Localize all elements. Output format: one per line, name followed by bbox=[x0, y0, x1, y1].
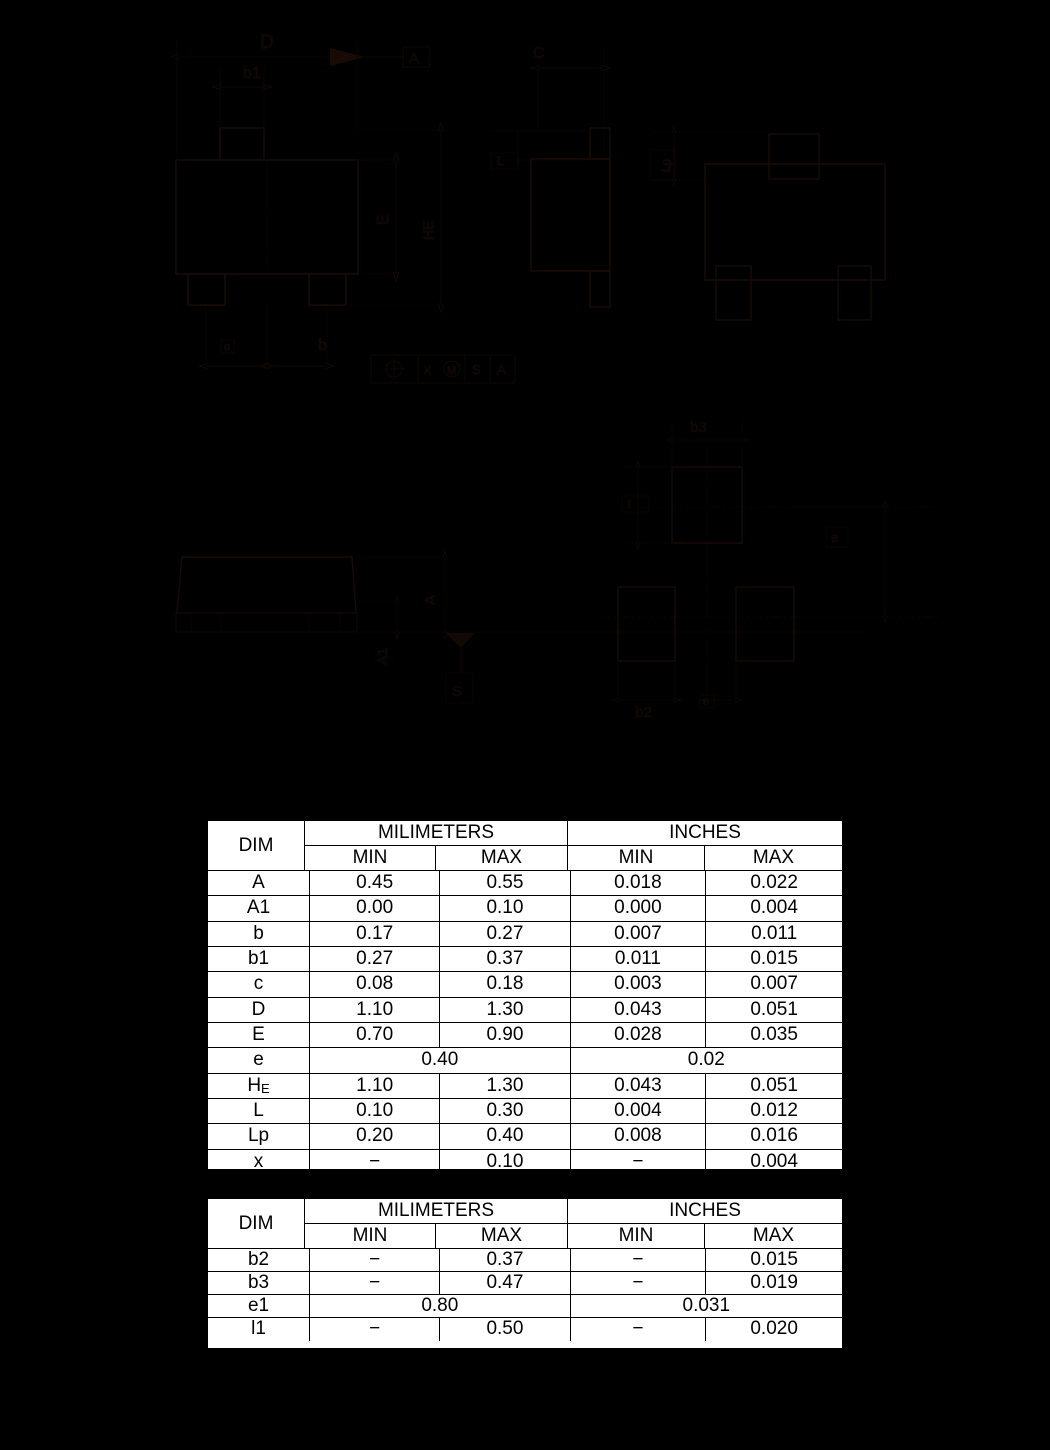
svg-text:Lp: Lp bbox=[659, 158, 673, 172]
svg-text:C: C bbox=[533, 45, 545, 62]
svg-text:b1: b1 bbox=[243, 65, 261, 82]
svg-text:S: S bbox=[452, 683, 462, 700]
svg-text:A: A bbox=[497, 362, 506, 377]
svg-text:D: D bbox=[260, 32, 274, 53]
svg-text:L: L bbox=[497, 154, 504, 168]
svg-text:A: A bbox=[409, 50, 419, 67]
svg-text:A1: A1 bbox=[374, 648, 390, 665]
svg-text:M: M bbox=[447, 365, 456, 377]
svg-text:b2: b2 bbox=[635, 704, 652, 721]
svg-text:S: S bbox=[472, 362, 481, 377]
svg-text:e: e bbox=[831, 530, 838, 545]
svg-text:e: e bbox=[703, 696, 709, 708]
svg-text:b: b bbox=[318, 337, 327, 354]
svg-text:HE: HE bbox=[420, 221, 436, 240]
svg-text:A: A bbox=[422, 595, 439, 605]
svg-text:l: l bbox=[628, 497, 631, 511]
svg-text:e: e bbox=[224, 341, 230, 353]
svg-text:b3: b3 bbox=[690, 419, 707, 436]
svg-text:E: E bbox=[375, 214, 392, 225]
svg-text:x: x bbox=[424, 361, 431, 377]
